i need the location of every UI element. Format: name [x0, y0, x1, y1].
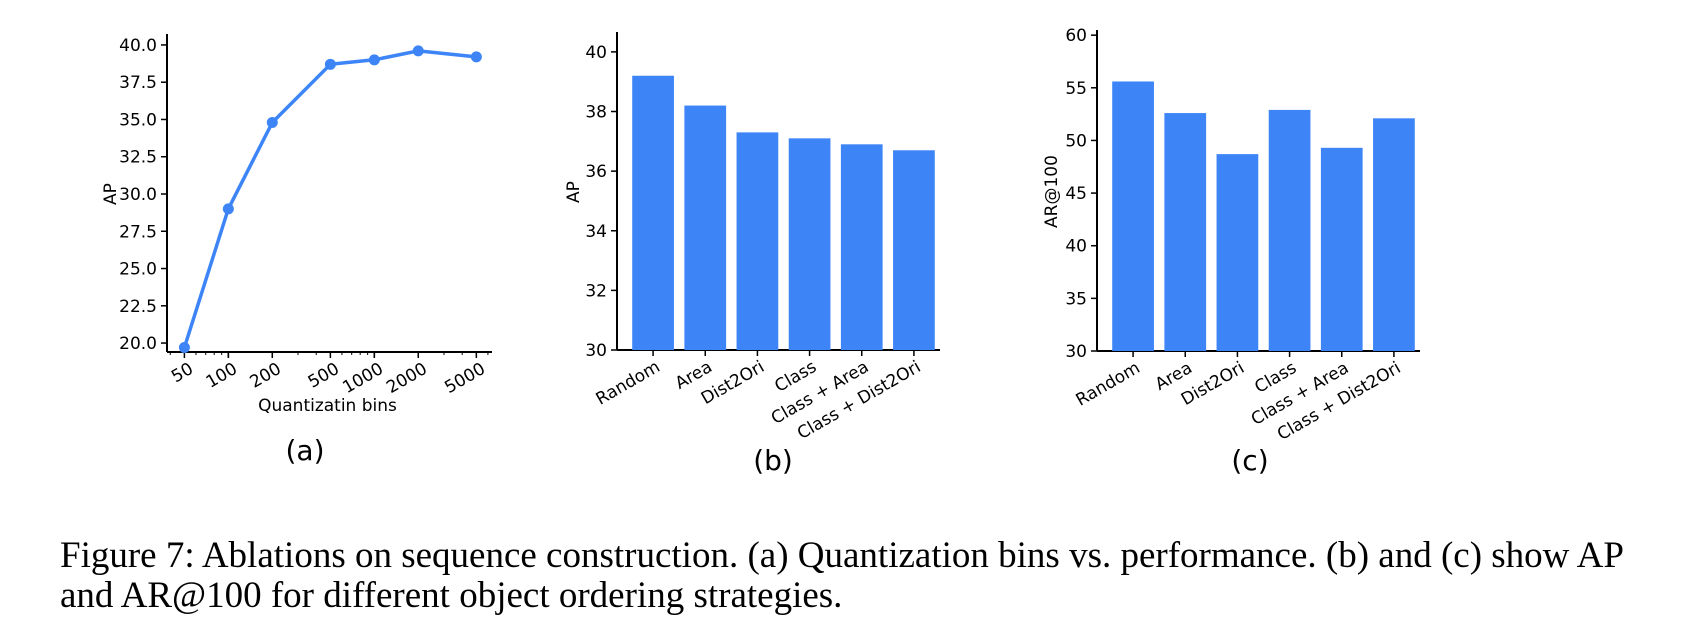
bar [1373, 118, 1415, 351]
bar [632, 75, 674, 351]
x-tick-label: 1000 [339, 359, 386, 398]
y-tick-label: 32.5 [119, 148, 157, 168]
bar [840, 144, 883, 350]
y-tick-label: 30 [585, 341, 607, 361]
y-tick-label: 50 [1065, 131, 1087, 151]
x-tick-label: 5000 [441, 359, 488, 398]
bar [788, 138, 831, 350]
panel-label: (a) [285, 434, 324, 467]
bar [1112, 81, 1154, 352]
y-tick-label: 40 [1065, 237, 1087, 257]
x-tick-label: 2000 [383, 359, 430, 398]
y-tick-label: 35.0 [119, 110, 157, 130]
y-tick-label: 40 [585, 43, 607, 63]
bar [1164, 113, 1207, 351]
data-point [470, 51, 482, 63]
y-axis-label: AP [564, 181, 584, 203]
bar [1216, 154, 1259, 351]
data-point [178, 342, 190, 354]
x-tick-label: 100 [203, 359, 241, 393]
y-tick-label: 22.5 [119, 297, 157, 317]
series-line [182, 49, 477, 349]
y-tick-label: 34 [585, 222, 607, 242]
figure-caption: Figure 7: Ablations on sequence construc… [60, 535, 1623, 616]
data-point [412, 45, 424, 57]
y-tick-label: 55 [1065, 79, 1087, 99]
bar [684, 105, 727, 350]
x-tick-label: Random [593, 357, 664, 410]
y-axis-label: AP [101, 183, 121, 205]
bar [1268, 109, 1311, 351]
y-tick-label: 27.5 [119, 222, 157, 242]
panel-label: (b) [753, 444, 793, 477]
y-tick-label: 45 [1065, 184, 1087, 204]
bar [736, 132, 779, 350]
y-tick-label: 30.0 [119, 185, 157, 205]
data-point [222, 203, 234, 215]
panel-a-line-chart: 20.0 22.5 25.0 27.5 30.0 32.5 35.0 37.5 40.0 AP (a… [101, 34, 492, 467]
x-tick-label: 50 [168, 359, 197, 387]
x-tick-label: 200 [247, 359, 285, 393]
x-axis-label: Quantizatin bins [258, 396, 397, 416]
y-tick-label: 32 [585, 281, 607, 301]
y-tick-label: 25.0 [119, 260, 157, 280]
y-tick-label: 20.0 [119, 334, 157, 354]
data-point [266, 116, 278, 128]
x-tick-label: Random [1073, 358, 1144, 411]
data-point [368, 54, 380, 66]
y-tick-label: 40.0 [119, 36, 157, 56]
y-tick-label: 35 [1065, 289, 1087, 309]
panel-label: (c) [1231, 444, 1268, 477]
bar [1320, 147, 1363, 351]
y-tick-label: 60 [1065, 26, 1087, 46]
y-tick-label: 38 [585, 103, 607, 123]
data-point [324, 58, 336, 70]
y-tick-label: 36 [585, 162, 607, 182]
y-tick-label: 30 [1065, 342, 1087, 362]
bar [893, 150, 935, 350]
y-axis-label: AR@100 [1042, 155, 1062, 228]
y-tick-label: 37.5 [119, 73, 157, 93]
x-tick-label: 500 [305, 359, 343, 393]
